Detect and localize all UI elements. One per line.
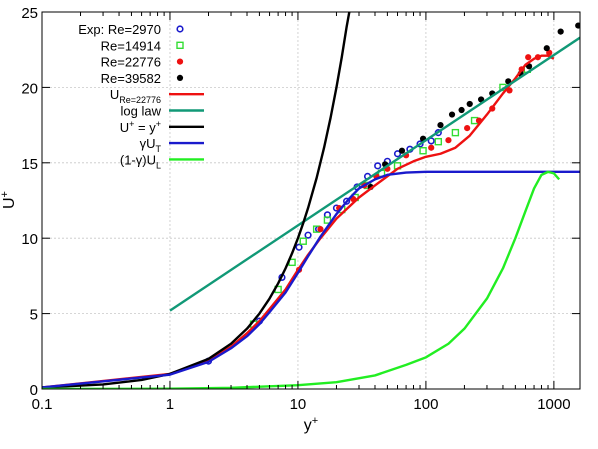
y-tick-label: 25 bbox=[21, 5, 38, 22]
data-point-exp-re-2970 bbox=[427, 137, 435, 145]
legend-label: log law bbox=[121, 104, 162, 119]
x-tick-label: 1000 bbox=[537, 396, 570, 413]
data-point-exp-re-2970 bbox=[295, 243, 303, 251]
grid bbox=[41, 12, 580, 389]
y-tick-label: 15 bbox=[21, 156, 38, 173]
legend-item-9: (1-γ)UL bbox=[120, 152, 204, 170]
legend-swatch bbox=[176, 25, 184, 33]
data-point-re-39582 bbox=[543, 45, 550, 52]
legend-label: URe=22776 bbox=[110, 87, 161, 105]
data-point-re-14914 bbox=[451, 128, 460, 137]
data-point-re-39582 bbox=[466, 100, 473, 108]
series-re-14914 bbox=[249, 65, 532, 328]
y-tick-label: 20 bbox=[21, 80, 38, 97]
series-line-1-u-l bbox=[42, 170, 561, 389]
series-1-u-l bbox=[42, 170, 561, 389]
x-axis-title: y+ bbox=[304, 415, 318, 434]
data-point-re-39582 bbox=[505, 78, 512, 85]
series-u-t bbox=[42, 170, 580, 389]
y-tick-label: 5 bbox=[30, 307, 38, 324]
legend-label: Re=39582 bbox=[101, 71, 161, 86]
data-point-exp-re-2970 bbox=[416, 140, 424, 148]
data-point-re-39582 bbox=[557, 28, 564, 35]
axis-ticks: 0.1 1 10 100 1000 0 5 10 15 20 25 bbox=[21, 5, 580, 413]
legend-label: U+ = y+ bbox=[120, 119, 161, 135]
legend-item-7: U+ = y+ bbox=[120, 119, 204, 135]
legend-item-8: γUT bbox=[140, 136, 204, 154]
series-u-re-22776 bbox=[42, 54, 555, 389]
data-point-re-22776 bbox=[317, 226, 324, 233]
data-point-re-22776 bbox=[445, 137, 452, 144]
legend-item-4: Re=39582 bbox=[101, 71, 184, 86]
series-line-u-y bbox=[42, 12, 351, 389]
x-tick-label: 10 bbox=[290, 396, 307, 413]
series-line-u-re-22776 bbox=[42, 54, 555, 389]
x-tick-label: 100 bbox=[413, 396, 438, 413]
plot-frame bbox=[41, 11, 581, 390]
data-point-re-14914 bbox=[419, 147, 427, 155]
legend-swatch bbox=[176, 41, 184, 49]
x-tick-label: 0.1 bbox=[32, 396, 53, 413]
data-point-re-22776 bbox=[546, 49, 553, 56]
y-tick-label: 10 bbox=[21, 231, 38, 248]
data-point-exp-re-2970 bbox=[304, 231, 312, 239]
data-point-re-14914 bbox=[434, 137, 443, 146]
legend-label: Exp: Re=2970 bbox=[78, 22, 161, 37]
legend-label: γUT bbox=[140, 136, 162, 154]
legend-swatch bbox=[176, 58, 184, 65]
data-point-re-39582 bbox=[437, 122, 444, 129]
y-axis-title: U+ bbox=[0, 191, 18, 209]
series-log-law bbox=[169, 36, 580, 312]
data-point-re-39582 bbox=[575, 22, 580, 29]
data-point-exp-re-2970 bbox=[393, 150, 402, 158]
series-line-log-law bbox=[169, 36, 580, 312]
x-tick-label: 1 bbox=[166, 396, 174, 413]
data-point-re-22776 bbox=[464, 125, 471, 132]
data-point-re-22776 bbox=[525, 54, 532, 61]
legend-label: (1-γ)UL bbox=[120, 152, 161, 170]
data-point-re-22776 bbox=[428, 144, 435, 151]
data-point-re-39582 bbox=[458, 106, 465, 114]
data-point-re-39582 bbox=[448, 111, 456, 118]
legend-item-6: log law bbox=[121, 104, 204, 119]
legend-item-1: Exp: Re=2970 bbox=[78, 22, 184, 37]
series-line-u-t bbox=[42, 170, 580, 389]
data-point-exp-re-2970 bbox=[342, 197, 351, 205]
legend-label: Re=22776 bbox=[101, 55, 161, 70]
data-point-exp-re-2970 bbox=[374, 162, 382, 170]
series-layer bbox=[42, 12, 580, 389]
series-re-39582 bbox=[367, 22, 580, 191]
legend-item-3: Re=22776 bbox=[101, 55, 184, 70]
legend-item-2: Re=14914 bbox=[101, 38, 184, 53]
series-u-y bbox=[42, 12, 351, 389]
data-point-re-39582 bbox=[398, 147, 406, 154]
data-point-re-14914 bbox=[299, 237, 307, 245]
legend-item-5: URe=22776 bbox=[110, 87, 204, 105]
data-point-re-14914 bbox=[323, 216, 332, 224]
legend-label: Re=14914 bbox=[101, 38, 161, 53]
legend-swatch bbox=[176, 74, 184, 81]
y-tick-label: 0 bbox=[30, 382, 38, 399]
